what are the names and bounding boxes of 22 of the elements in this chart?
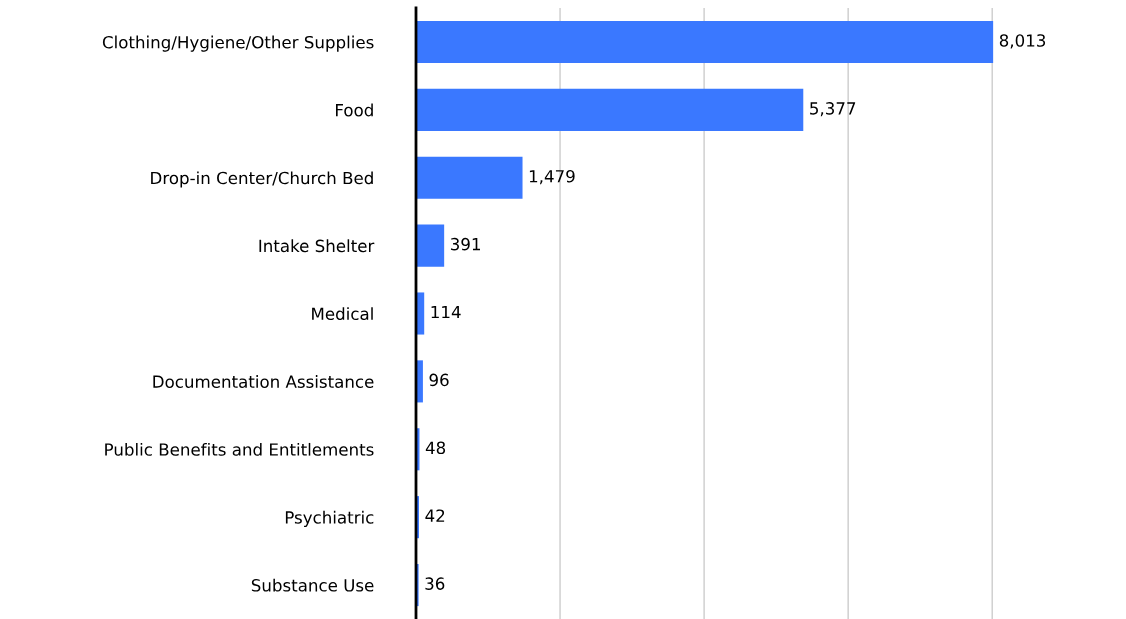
data-label: 42: [425, 509, 445, 522]
data-label: 5,377: [810, 102, 856, 117]
bar: [416, 224, 445, 267]
data-label: 36: [425, 577, 445, 590]
y-tick-label: Medical: [312, 307, 373, 321]
data-label: 114: [431, 305, 461, 319]
y-tick-label: Documentation Assistance: [153, 375, 374, 388]
y-tick-label: Drop-in Center/Church Bed: [151, 171, 373, 188]
bar: [416, 20, 994, 63]
data-label: 8,013: [999, 34, 1046, 49]
data-label: 96: [429, 373, 449, 387]
data-label: 391: [450, 237, 480, 251]
bar: [416, 88, 804, 131]
y-tick-label: Food: [336, 103, 373, 117]
y-tick-label: Substance Use: [251, 578, 374, 592]
bar: [416, 156, 523, 199]
y-tick-label: Psychiatric: [285, 510, 374, 527]
data-label: 1,479: [529, 169, 575, 185]
data-label: 48: [425, 441, 446, 455]
y-tick-label: Clothing/Hygiene/Other Supplies: [102, 35, 374, 52]
y-tick-label: Public Benefits and Entitlements: [105, 442, 374, 456]
y-tick-label: Intake Shelter: [259, 239, 375, 253]
